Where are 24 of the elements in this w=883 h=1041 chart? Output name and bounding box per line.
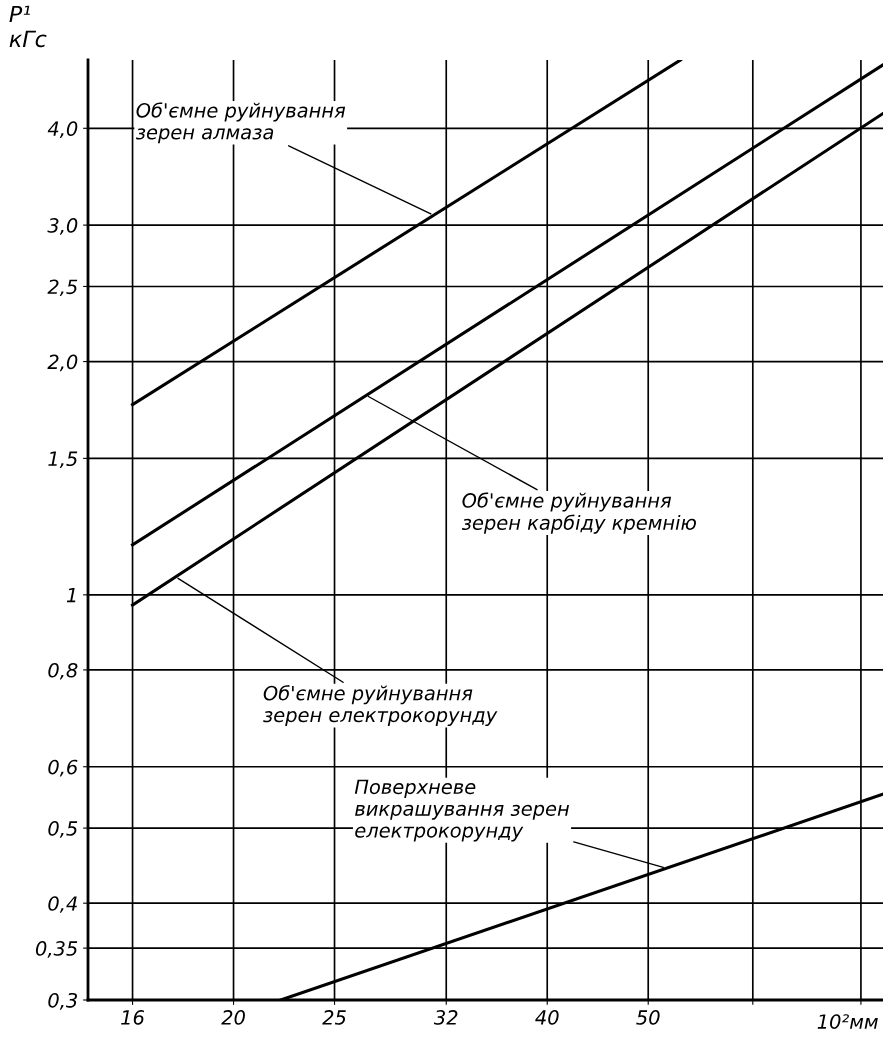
y-tick-label: 0,8 [48,662,78,680]
y-tick-label: 0,3 [48,992,78,1010]
y-tick-label: 2,0 [47,354,78,372]
x-axis-title: 10²мм [817,1014,878,1029]
x-tick-label: 40 [535,1010,559,1025]
annotation: Об'ємне руйнування зерен карбіду кремнію [461,492,696,534]
annotation: Поверхневе викрашування зерен електрокорунду [354,779,569,842]
y-tick-label: 0,4 [48,896,77,913]
x-tick-label: 16 [121,1010,145,1025]
annotation: Об'ємне руйнування зерен електрокорунду [263,685,498,727]
x-tick-label: 32 [433,1010,458,1025]
annotation: Об'ємне руйнування зерен алмаза [135,102,346,144]
y-tick-label: 4,0 [47,121,78,138]
y-tick-label: 0,35 [35,941,78,958]
y-tick-label: 1 [66,588,76,603]
y-tick-label: 0,6 [48,759,78,777]
y-tick-label: 3,0 [47,218,78,235]
x-tick-label: 25 [322,1010,346,1025]
y-tick-label: 0,5 [48,821,78,838]
x-tick-label: 50 [636,1010,660,1025]
x-tick-label: 20 [221,1010,245,1025]
y-tick-label: 1,5 [48,451,78,469]
y-axis-title: P¹ кГс [9,5,47,48]
y-tick-label: 2,5 [47,279,78,297]
